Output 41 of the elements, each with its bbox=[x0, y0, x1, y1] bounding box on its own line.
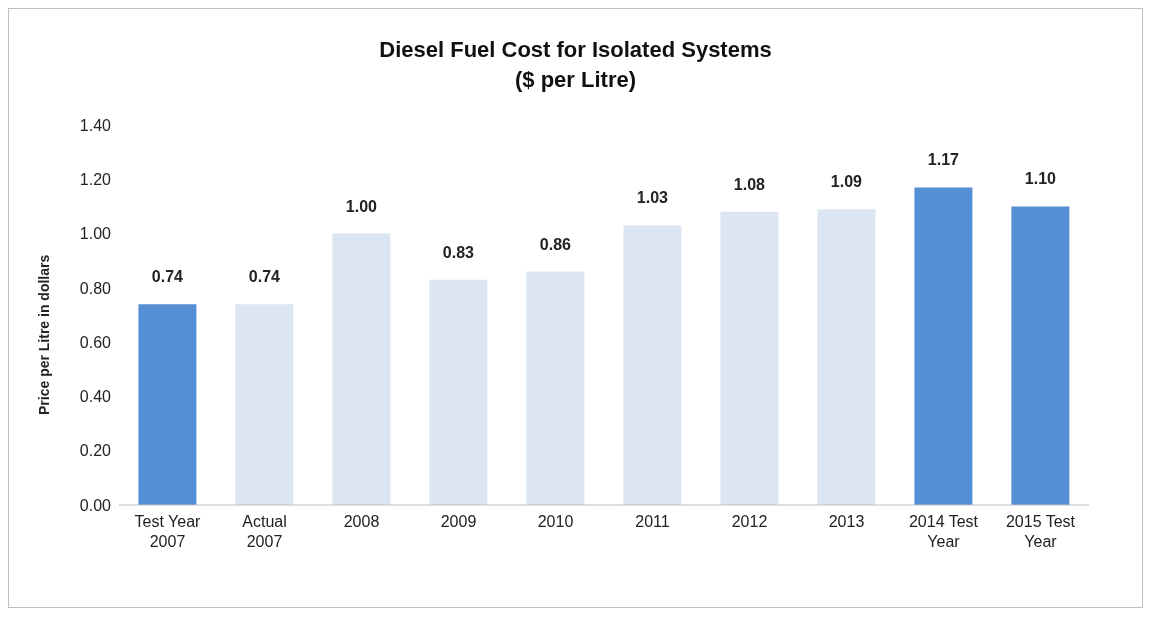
data-label: 1.17 bbox=[927, 151, 960, 169]
bar bbox=[720, 211, 779, 505]
x-tick-label: 2010 bbox=[537, 513, 574, 530]
x-tick-label: 2008 bbox=[343, 513, 380, 530]
data-label: 0.83 bbox=[442, 243, 475, 261]
y-tick-label: 0.80 bbox=[79, 279, 112, 297]
y-tick-label: 0.60 bbox=[79, 333, 112, 351]
bar bbox=[623, 225, 682, 505]
data-label: 0.86 bbox=[539, 235, 572, 253]
data-label: 0.74 bbox=[151, 268, 184, 286]
y-tick-label: 0.20 bbox=[79, 442, 112, 460]
y-tick-label: 1.40 bbox=[79, 116, 112, 134]
data-label: 1.08 bbox=[733, 175, 766, 193]
bar bbox=[138, 304, 197, 505]
y-tick-label: 1.20 bbox=[79, 170, 112, 188]
bar bbox=[817, 209, 876, 505]
chart-subtitle: ($ per Litre) bbox=[514, 66, 637, 94]
x-tick-label: 2012 bbox=[731, 513, 768, 530]
chart-title: Diesel Fuel Cost for Isolated Systems bbox=[378, 36, 773, 64]
y-tick-label: 0.40 bbox=[79, 388, 112, 406]
x-tick-label: Test Year 2007 bbox=[134, 513, 202, 550]
data-label: 1.03 bbox=[636, 189, 669, 207]
data-label: 0.74 bbox=[248, 268, 281, 286]
y-axis-title: Price per Litre in dollars bbox=[35, 254, 52, 415]
bar bbox=[429, 279, 488, 505]
x-tick-label: Actual 2007 bbox=[242, 513, 287, 550]
x-tick-label: 2011 bbox=[635, 513, 670, 530]
bar bbox=[1011, 206, 1070, 505]
bar bbox=[526, 271, 585, 505]
bar bbox=[235, 304, 294, 505]
bar bbox=[332, 233, 391, 505]
data-label: 1.00 bbox=[345, 197, 378, 215]
x-tick-label: 2014 Test Year bbox=[908, 513, 979, 550]
x-tick-label: 2015 Test Year bbox=[1005, 513, 1076, 550]
y-tick-label: 0.00 bbox=[79, 496, 112, 514]
x-tick-label: 2013 bbox=[828, 513, 865, 530]
bar bbox=[914, 187, 973, 505]
data-label: 1.09 bbox=[830, 173, 863, 191]
data-label: 1.10 bbox=[1024, 170, 1057, 188]
y-tick-label: 1.00 bbox=[79, 225, 112, 243]
x-tick-label: 2009 bbox=[440, 513, 477, 530]
